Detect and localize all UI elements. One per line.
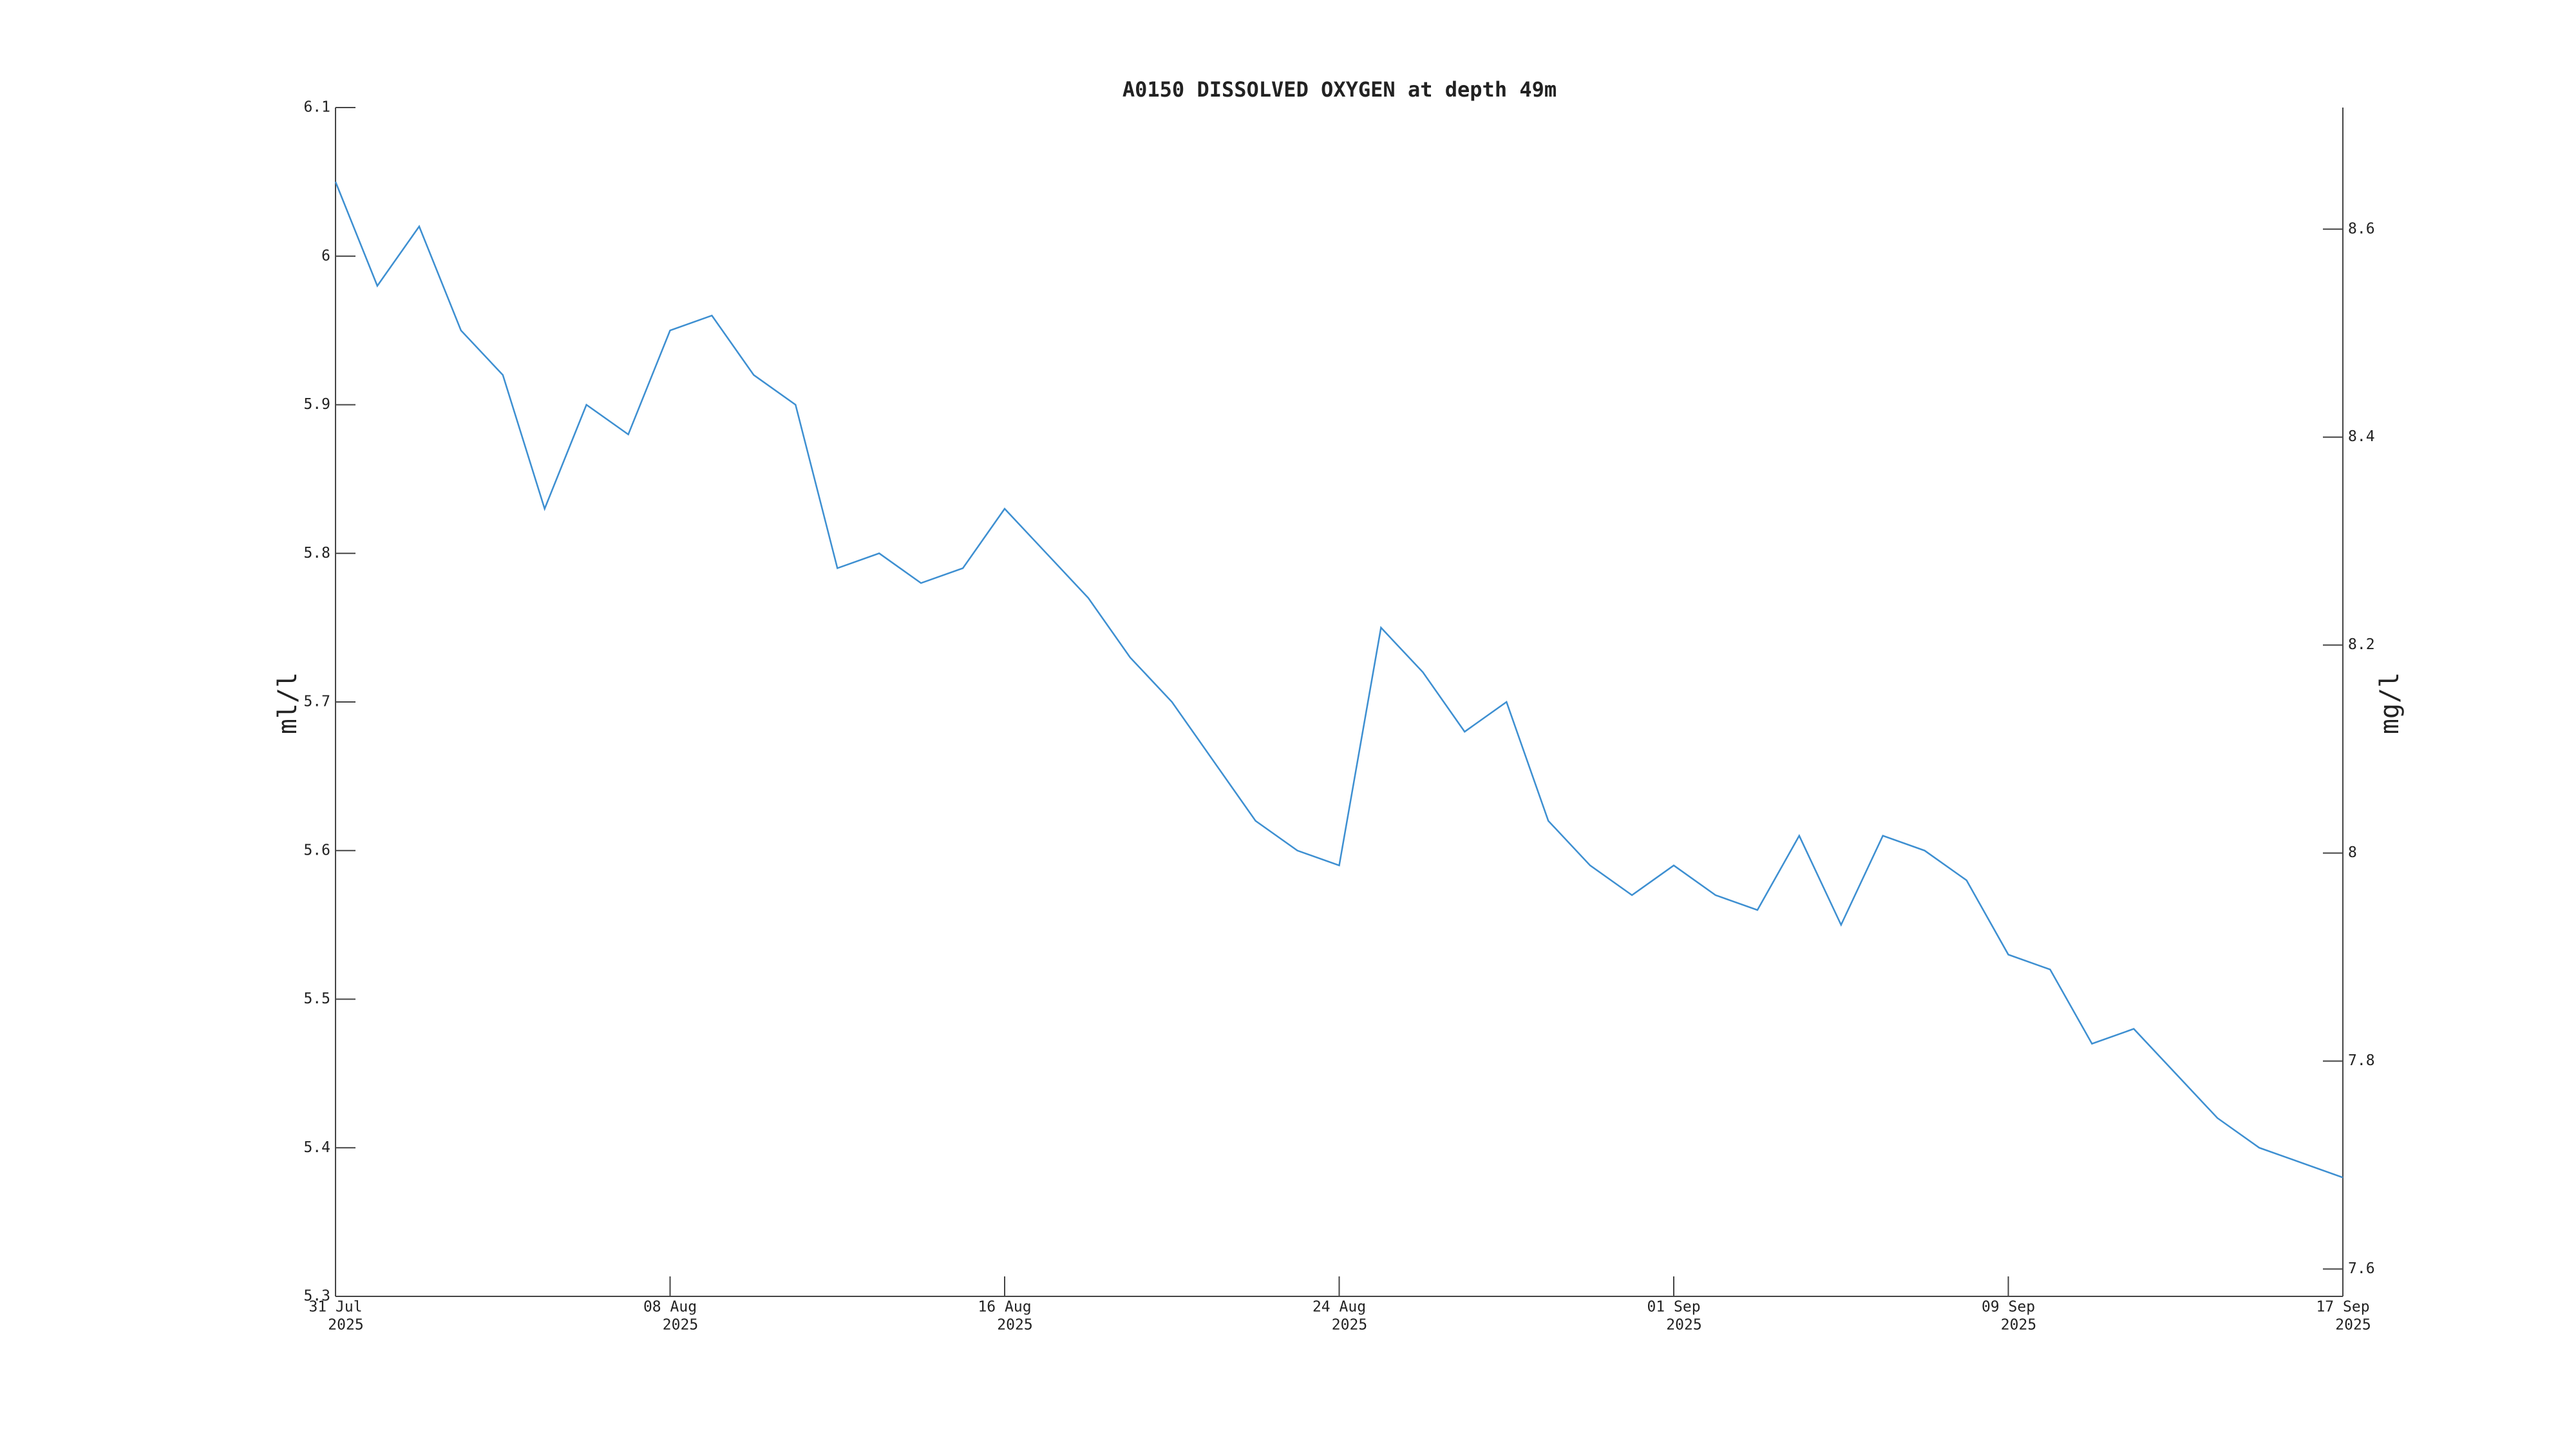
chart-title: A0150 DISSOLVED OXYGEN at depth 49m [1122, 77, 1557, 102]
data-line [334, 181, 2344, 1179]
x-tick-sublabel: 2025 [1332, 1317, 1367, 1334]
y2-tick-label: 7.8 [2348, 1052, 2375, 1069]
y-tick-label: 5.8 [303, 545, 330, 562]
x-tick-sublabel: 2025 [2001, 1317, 2036, 1334]
y-tick-label: 5.4 [303, 1139, 330, 1156]
x-tick-sublabel: 2025 [2335, 1317, 2371, 1334]
y-tick-label: 5.5 [303, 990, 330, 1007]
y-tick-label: 5.7 [303, 694, 330, 710]
x-tick-sublabel: 2025 [663, 1317, 698, 1334]
x-tick-label: 17 Sep [2316, 1299, 2369, 1316]
y-axis-label: ml/l [273, 672, 303, 734]
y-tick-label: 6.1 [303, 99, 330, 116]
x-tick-label: 31 Jul [308, 1299, 362, 1316]
y-tick-label: 5.6 [303, 842, 330, 858]
y2-tick-label: 8.4 [2348, 428, 2375, 445]
x-tick-sublabel: 2025 [997, 1317, 1032, 1334]
x-tick-label: 08 Aug [643, 1299, 697, 1316]
x-tick-label: 09 Sep [1982, 1299, 2035, 1316]
x-tick-sublabel: 2025 [328, 1317, 363, 1334]
x-tick-sublabel: 2025 [1666, 1317, 1701, 1334]
y2-axis-label: mg/l [2375, 672, 2405, 734]
x-tick-label: 16 Aug [978, 1299, 1031, 1316]
x-tick-label: 01 Sep [1647, 1299, 1700, 1316]
y-tick-label: 6 [321, 247, 330, 264]
x-tick-label: 24 Aug [1312, 1299, 1366, 1316]
y-tick-label: 5.9 [303, 396, 330, 413]
y2-tick-label: 8 [2348, 844, 2357, 861]
y-tick-label: 5.3 [303, 1288, 330, 1305]
y2-tick-label: 8.2 [2348, 636, 2375, 653]
y2-tick-label: 7.6 [2348, 1260, 2375, 1277]
y2-tick-label: 8.6 [2348, 220, 2375, 237]
